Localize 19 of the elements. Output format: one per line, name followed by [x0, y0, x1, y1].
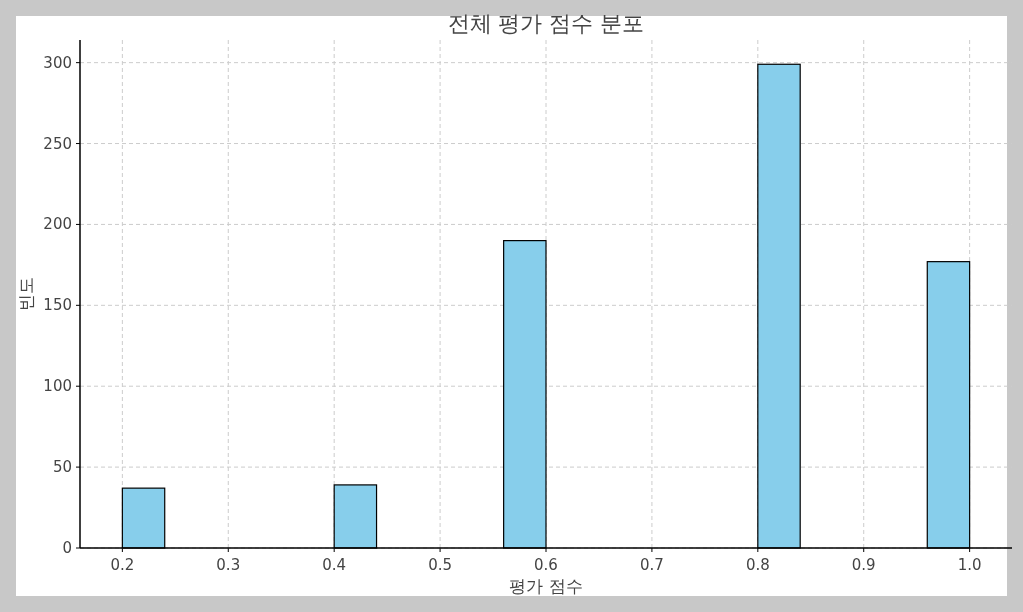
chart-title: 전체 평가 점수 분포 — [447, 11, 645, 36]
y-axis-title: 빈도 — [16, 277, 36, 311]
x-tick-label: 0.6 — [534, 556, 558, 574]
x-tick-label: 0.2 — [110, 556, 135, 574]
y-tick-label: 300 — [43, 53, 72, 72]
y-tick-label: 50 — [52, 458, 72, 477]
x-tick-label: 1.0 — [957, 556, 982, 574]
x-axis-title: 평가 점수 — [509, 576, 583, 596]
x-tick-label: 0.7 — [639, 556, 664, 574]
y-tick-label: 100 — [43, 377, 72, 396]
y-tick-label: 250 — [43, 134, 72, 153]
x-tick-label: 0.3 — [216, 556, 241, 574]
x-tick-label: 0.8 — [745, 556, 770, 574]
y-tick-label: 150 — [43, 296, 72, 315]
y-tick-label: 0 — [62, 539, 72, 557]
x-tick-label: 0.4 — [322, 556, 347, 574]
y-tick-label: 200 — [43, 215, 72, 234]
x-tick-label: 0.9 — [851, 556, 876, 574]
x-tick-label: 0.5 — [428, 556, 453, 574]
